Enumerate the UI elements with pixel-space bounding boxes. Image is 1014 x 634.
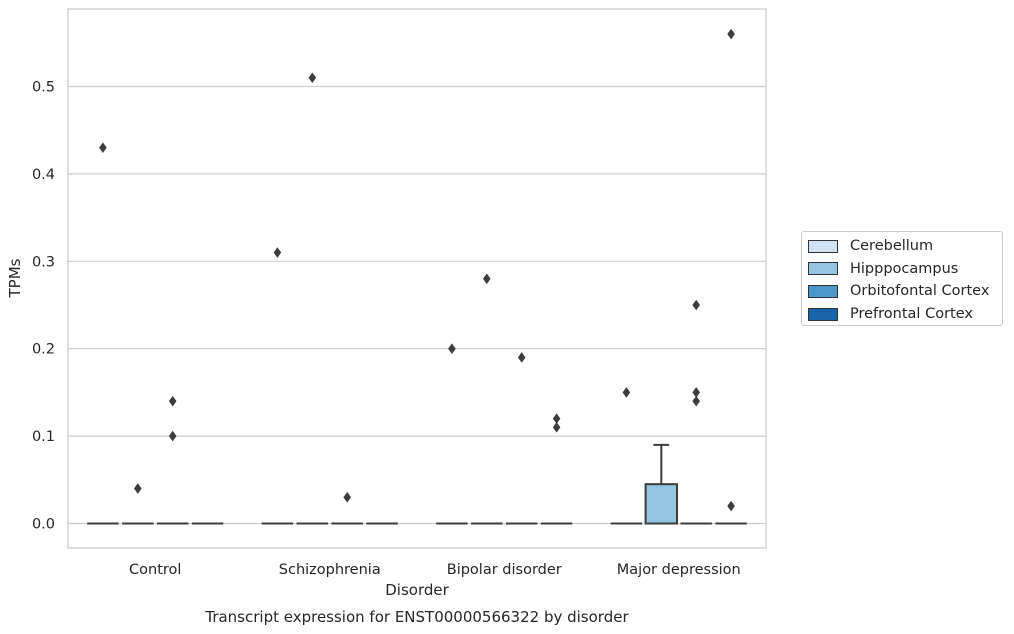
legend-label: Cerebellum: [850, 238, 934, 255]
y-tick-label: 0.3: [32, 254, 55, 270]
legend-swatch: [808, 307, 838, 321]
outlier-point: [622, 387, 631, 398]
outlier-point: [273, 247, 282, 258]
outlier-point: [727, 500, 735, 512]
outlier-point: [343, 491, 351, 503]
outliers-layer: [99, 28, 735, 512]
outlier-point: [168, 395, 177, 407]
plot-area-frame: [67, 8, 767, 549]
y-tick-label: 0.0: [32, 517, 55, 533]
outlier-point: [483, 273, 491, 285]
legend-item-orbitofrontal-cortex: Orbitofontal Cortex: [808, 280, 1002, 303]
outlier-point: [308, 72, 317, 84]
x-tick-label: Major depression: [617, 562, 741, 578]
outlier-point: [692, 299, 700, 311]
y-tick-label: 0.1: [32, 429, 55, 445]
legend-swatch: [808, 284, 838, 298]
outlier-point: [517, 352, 526, 363]
legend-swatch: [808, 262, 838, 276]
x-tick-label: Schizophrenia: [279, 562, 381, 578]
outlier-point: [692, 395, 700, 407]
legend-label: Hipppocampus: [850, 260, 959, 277]
legend-swatch: [808, 239, 838, 253]
legend-item-cerebellum: Cerebellum: [808, 235, 1002, 258]
boxes-layer: [87, 443, 747, 525]
y-tick-label: 0.5: [32, 80, 55, 96]
x-axis-label: Disorder: [385, 581, 449, 599]
outlier-point: [552, 413, 561, 424]
legend-label: Orbitofontal Cortex: [850, 283, 990, 300]
chart-title: Transcript expression for ENST0000056632…: [204, 608, 629, 626]
y-tick-labels: 0.0 0.1 0.2 0.3 0.4 0.5: [32, 80, 55, 533]
legend-item-hippocampus: Hipppocampus: [808, 258, 1002, 281]
outlier-point: [448, 343, 456, 354]
legend: Cerebellum Hipppocampus Orbitofontal Cor…: [801, 231, 1003, 326]
x-tick-label: Bipolar disorder: [447, 562, 562, 578]
outlier-point: [99, 142, 107, 153]
box-body: [644, 483, 679, 525]
outlier-point: [692, 387, 700, 398]
y-tick-label: 0.2: [32, 342, 55, 358]
y-tick-label: 0.4: [32, 167, 55, 183]
outlier-point: [134, 483, 142, 494]
x-tick-labels: Control Schizophrenia Bipolar disorder Majo…: [129, 562, 741, 578]
outlier-point: [552, 422, 561, 433]
legend-label: Prefrontal Cortex: [850, 306, 973, 323]
outlier-point: [727, 28, 735, 40]
outlier-point: [168, 430, 177, 442]
y-axis-label: TPMs: [6, 258, 24, 298]
x-tick-label: Control: [129, 562, 181, 578]
legend-item-prefrontal-cortex: Prefrontal Cortex: [808, 303, 1002, 326]
